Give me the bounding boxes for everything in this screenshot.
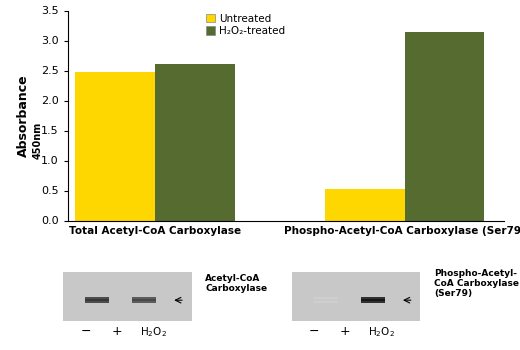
Text: −: − — [81, 325, 91, 338]
Bar — [361, 299, 385, 301]
Bar — [85, 299, 109, 301]
Bar — [133, 298, 156, 303]
Bar — [63, 272, 191, 321]
Bar — [75, 72, 155, 220]
Text: Phospho-Acetyl-
CoA Carboxylase
(Ser79): Phospho-Acetyl- CoA Carboxylase (Ser79) — [434, 268, 519, 299]
Text: +: + — [112, 325, 122, 338]
Bar — [405, 32, 485, 220]
Text: −: − — [308, 325, 319, 338]
Bar — [155, 64, 235, 220]
Bar — [324, 189, 405, 220]
Bar — [314, 298, 337, 303]
Text: Absorbance: Absorbance — [17, 74, 30, 157]
Bar — [314, 299, 337, 301]
Legend: Untreated, H₂O₂-treated: Untreated, H₂O₂-treated — [204, 12, 288, 38]
Bar — [133, 299, 156, 301]
Bar — [361, 298, 385, 303]
Text: $\mathregular{H_2O_2}$: $\mathregular{H_2O_2}$ — [140, 325, 167, 339]
Text: 450nm: 450nm — [32, 121, 43, 159]
Bar — [292, 272, 420, 321]
Text: $\mathregular{H_2O_2}$: $\mathregular{H_2O_2}$ — [368, 325, 395, 339]
Text: +: + — [340, 325, 350, 338]
Bar — [85, 298, 109, 303]
Text: Acetyl-CoA
Carboxylase: Acetyl-CoA Carboxylase — [205, 274, 267, 293]
